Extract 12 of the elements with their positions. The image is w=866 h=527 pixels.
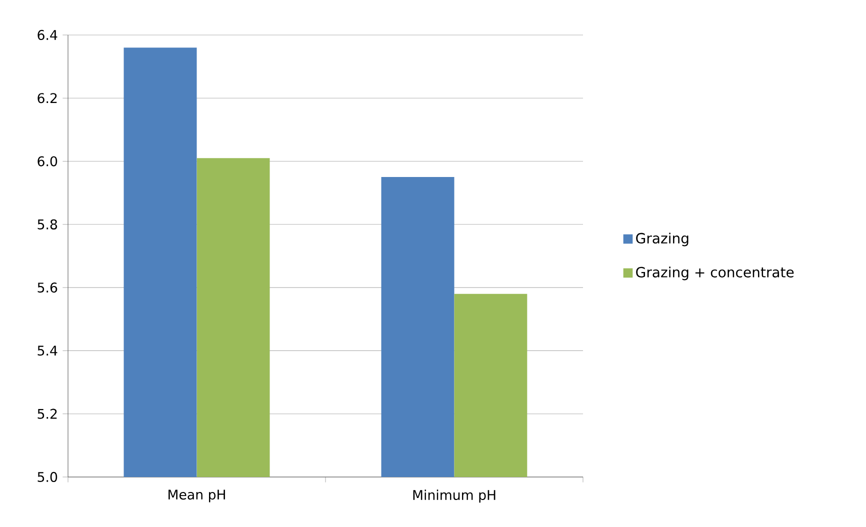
y-tick-label: 6.2 (38, 93, 57, 104)
x-tick-label: Mean pH (168, 490, 225, 502)
y-tick-label: 5.8 (38, 219, 58, 230)
y-tick-label: 5.0 (38, 472, 58, 482)
y-tick-label: 5.4 (38, 346, 58, 356)
y-tick-label: 5.6 (38, 282, 58, 293)
y-tick-label: 6.4 (38, 30, 58, 40)
y-tick-label: 5.2 (38, 408, 57, 419)
x-tick-label: Minimum pH (413, 490, 496, 503)
y-tick-label: 6.0 (38, 156, 58, 166)
legend-label: Grazing + concentrate (636, 266, 794, 280)
legend-label: Grazing (636, 232, 688, 246)
